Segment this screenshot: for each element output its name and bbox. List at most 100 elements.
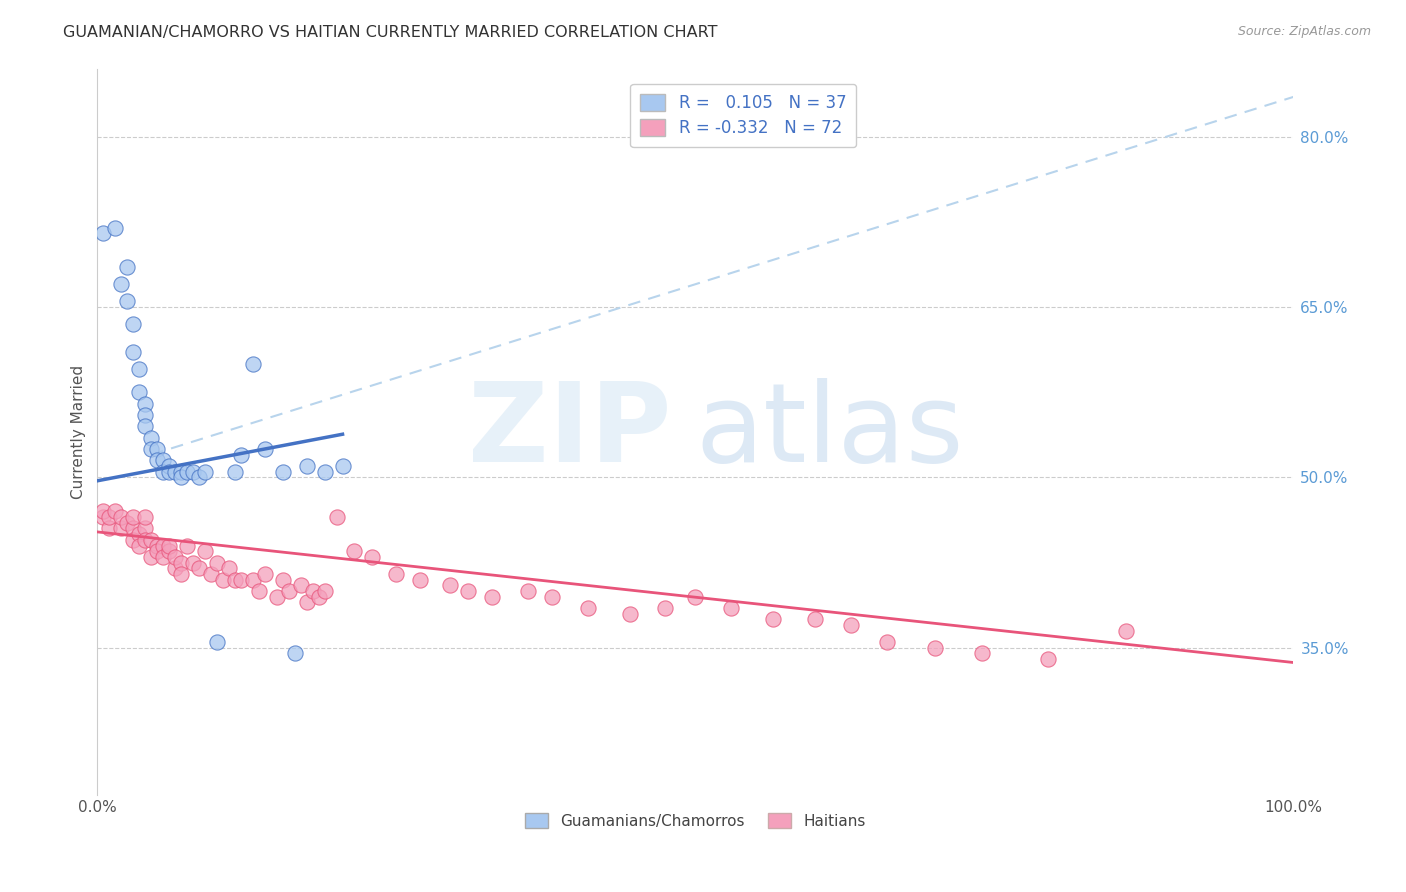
Point [110, 510, 132, 524]
Point [720, 601, 742, 615]
Point [146, 544, 169, 558]
Point [134, 419, 156, 434]
Text: atlas: atlas [696, 378, 965, 485]
Point [576, 601, 599, 615]
Point [170, 465, 193, 479]
Point [134, 510, 156, 524]
Point [141, 549, 163, 564]
Point [253, 566, 276, 581]
Point [200, 566, 222, 581]
Point [343, 544, 366, 558]
Point [242, 357, 264, 371]
Point [117, 260, 139, 275]
Point [176, 539, 198, 553]
Point [271, 465, 294, 479]
Point [619, 607, 641, 621]
Point [271, 573, 294, 587]
Point [104, 220, 127, 235]
Point [134, 396, 156, 410]
Point [170, 556, 193, 570]
Point [98, 521, 121, 535]
Point [277, 584, 299, 599]
Point [165, 561, 187, 575]
Point [308, 590, 330, 604]
Point [284, 647, 307, 661]
Point [122, 533, 145, 547]
Point [128, 527, 150, 541]
Point [165, 465, 187, 479]
Point [1038, 652, 1060, 666]
Point [176, 465, 198, 479]
Point [122, 521, 145, 535]
Legend: Guamanians/Chamorros, Haitians: Guamanians/Chamorros, Haitians [519, 807, 872, 835]
Point [146, 442, 169, 456]
Point [128, 385, 150, 400]
Point [181, 556, 204, 570]
Point [253, 442, 276, 456]
Point [218, 561, 240, 575]
Point [165, 549, 187, 564]
Point [295, 595, 318, 609]
Point [91, 504, 114, 518]
Point [152, 453, 174, 467]
Point [128, 539, 150, 553]
Point [361, 549, 384, 564]
Point [325, 510, 347, 524]
Point [762, 612, 785, 626]
Point [266, 590, 288, 604]
Text: ZIP: ZIP [468, 378, 672, 485]
Point [128, 362, 150, 376]
Point [924, 640, 946, 655]
Point [110, 521, 132, 535]
Point [141, 442, 163, 456]
Point [157, 544, 180, 558]
Point [134, 521, 156, 535]
Text: GUAMANIAN/CHAMORRO VS HAITIAN CURRENTLY MARRIED CORRELATION CHART: GUAMANIAN/CHAMORRO VS HAITIAN CURRENTLY … [63, 25, 718, 40]
Point [117, 516, 139, 530]
Point [247, 584, 270, 599]
Point [205, 635, 228, 649]
Point [224, 573, 246, 587]
Point [205, 556, 228, 570]
Point [181, 465, 204, 479]
Point [141, 431, 163, 445]
Point [134, 408, 156, 422]
Point [332, 458, 354, 473]
Point [122, 510, 145, 524]
Point [157, 458, 180, 473]
Point [152, 465, 174, 479]
Point [295, 458, 318, 473]
Point [540, 590, 562, 604]
Point [457, 584, 479, 599]
Point [804, 612, 827, 626]
Point [157, 465, 180, 479]
Point [314, 584, 336, 599]
Y-axis label: Currently Married: Currently Married [72, 365, 86, 499]
Point [170, 470, 193, 484]
Point [91, 510, 114, 524]
Point [212, 573, 235, 587]
Point [481, 590, 503, 604]
Point [157, 539, 180, 553]
Point [122, 317, 145, 331]
Point [972, 647, 994, 661]
Point [301, 584, 323, 599]
Point [146, 453, 169, 467]
Point [152, 539, 174, 553]
Point [146, 539, 169, 553]
Point [188, 470, 211, 484]
Point [242, 573, 264, 587]
Point [104, 504, 127, 518]
Point [122, 345, 145, 359]
Point [385, 566, 408, 581]
Point [290, 578, 312, 592]
Point [314, 465, 336, 479]
Point [654, 601, 676, 615]
Point [439, 578, 461, 592]
Point [188, 561, 211, 575]
Point [1115, 624, 1137, 638]
Point [91, 226, 114, 240]
Point [134, 533, 156, 547]
Point [194, 465, 217, 479]
Point [229, 573, 252, 587]
